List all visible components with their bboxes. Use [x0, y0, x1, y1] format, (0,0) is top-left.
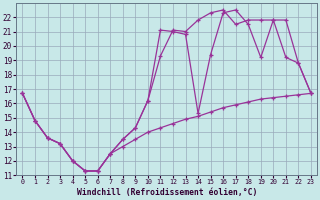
- X-axis label: Windchill (Refroidissement éolien,°C): Windchill (Refroidissement éolien,°C): [76, 188, 257, 197]
